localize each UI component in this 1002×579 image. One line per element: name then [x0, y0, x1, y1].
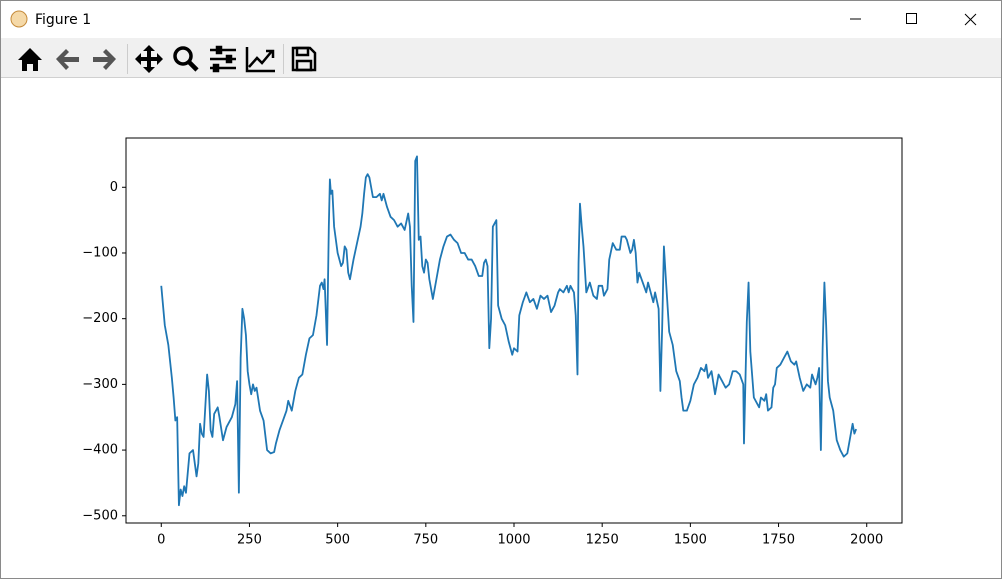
y-tick-label: −100: [82, 245, 118, 260]
y-tick-label: −300: [82, 377, 118, 392]
window-title: Figure 1: [35, 12, 91, 28]
home-button[interactable]: [18, 48, 42, 71]
edit-axes-button[interactable]: [245, 47, 275, 73]
x-tick-label: 1000: [497, 533, 530, 548]
x-tick-label: 750: [413, 533, 438, 548]
close-button[interactable]: [964, 13, 977, 26]
y-tick-label: 0: [110, 180, 118, 195]
axes-frame: [125, 137, 903, 524]
y-tick-label: −400: [82, 443, 118, 458]
toolbar: [1, 38, 1001, 77]
forward-button[interactable]: [93, 49, 116, 70]
save-button[interactable]: [291, 46, 317, 72]
x-tick-label: 2000: [850, 533, 883, 548]
back-button[interactable]: [56, 49, 79, 70]
pan-button[interactable]: [135, 45, 163, 73]
chart: 0 250 500 750 1000 1250 1500 1750 2000 −500 −400 −3…: [82, 137, 903, 548]
configure-button[interactable]: [210, 45, 236, 73]
y-tick-label: −200: [82, 311, 118, 326]
x-tick-label: 500: [325, 533, 350, 548]
x-tick-label: 1500: [674, 533, 707, 548]
x-tick-label: 1250: [586, 533, 619, 548]
y-tick-label: −500: [82, 508, 118, 523]
x-tick-label: 1750: [762, 533, 795, 548]
x-tick-label: 250: [237, 533, 262, 548]
x-tick-label: 0: [157, 533, 165, 548]
app-icon: [10, 10, 28, 28]
maximize-button[interactable]: [906, 13, 917, 24]
data-line: [160, 155, 857, 507]
plot-area: [126, 138, 902, 523]
zoom-button[interactable]: [173, 46, 199, 72]
